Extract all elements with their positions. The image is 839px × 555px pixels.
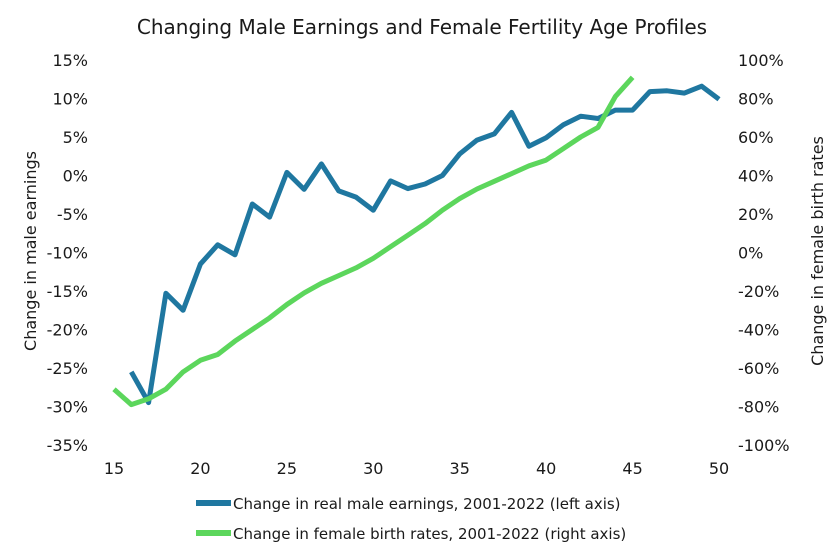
x-tick-label: 30: [363, 459, 383, 478]
right-axis-title: Change in female birth rates: [808, 136, 827, 366]
x-tick-label: 45: [622, 459, 642, 478]
left-tick-label: -35%: [47, 436, 88, 455]
x-tick-label: 20: [190, 459, 210, 478]
left-tick-label: 15%: [52, 51, 88, 70]
right-tick-label: 20%: [738, 205, 774, 224]
right-tick-label: -80%: [738, 398, 779, 417]
right-tick-label: 40%: [738, 167, 774, 186]
x-axis-tick-labels: 15 20 25 30 35 40 45 50: [104, 459, 729, 478]
right-tick-label: 0%: [738, 244, 763, 263]
x-tick-label: 15: [104, 459, 124, 478]
right-tick-label: 60%: [738, 128, 774, 147]
left-axis-title: Change in male earnings: [21, 151, 40, 351]
right-tick-label: -100%: [738, 436, 790, 455]
x-tick-label: 25: [277, 459, 297, 478]
chart-title: Changing Male Earnings and Female Fertil…: [137, 15, 707, 39]
male-earnings-line: [129, 83, 721, 406]
left-tick-label: -5%: [57, 205, 88, 224]
legend-label-male-earnings: Change in real male earnings, 2001-2022 …: [233, 495, 621, 513]
left-tick-label: -30%: [47, 398, 88, 417]
left-axis-tick-labels: -35% -30% -25% -20% -15% -10% -5% 0% 5% 10% 15%: [47, 51, 88, 455]
right-tick-label: 80%: [738, 90, 774, 109]
legend-label-female-birth-rates: Change in female birth rates, 2001-2022 …: [233, 525, 626, 543]
right-tick-label: -60%: [738, 359, 779, 378]
right-axis-tick-labels: -100% -80% -60% -40% -20% 0% 20% 40% 60% 80% 100%: [738, 51, 790, 455]
female-birth-rates-line: [112, 75, 635, 408]
left-tick-label: -25%: [47, 359, 88, 378]
left-tick-label: 5%: [63, 128, 88, 147]
left-tick-label: -15%: [47, 282, 88, 301]
legend: Change in real male earnings, 2001-2022 …: [196, 495, 626, 543]
x-tick-label: 50: [709, 459, 729, 478]
right-tick-label: -40%: [738, 321, 779, 340]
right-tick-label: 100%: [738, 51, 784, 70]
left-tick-label: 0%: [63, 167, 88, 186]
left-tick-label: -20%: [47, 321, 88, 340]
left-tick-label: 10%: [52, 90, 88, 109]
left-tick-label: -10%: [47, 244, 88, 263]
right-tick-label: -20%: [738, 282, 779, 301]
x-tick-label: 35: [450, 459, 470, 478]
series-lines: [112, 75, 721, 408]
x-tick-label: 40: [536, 459, 556, 478]
